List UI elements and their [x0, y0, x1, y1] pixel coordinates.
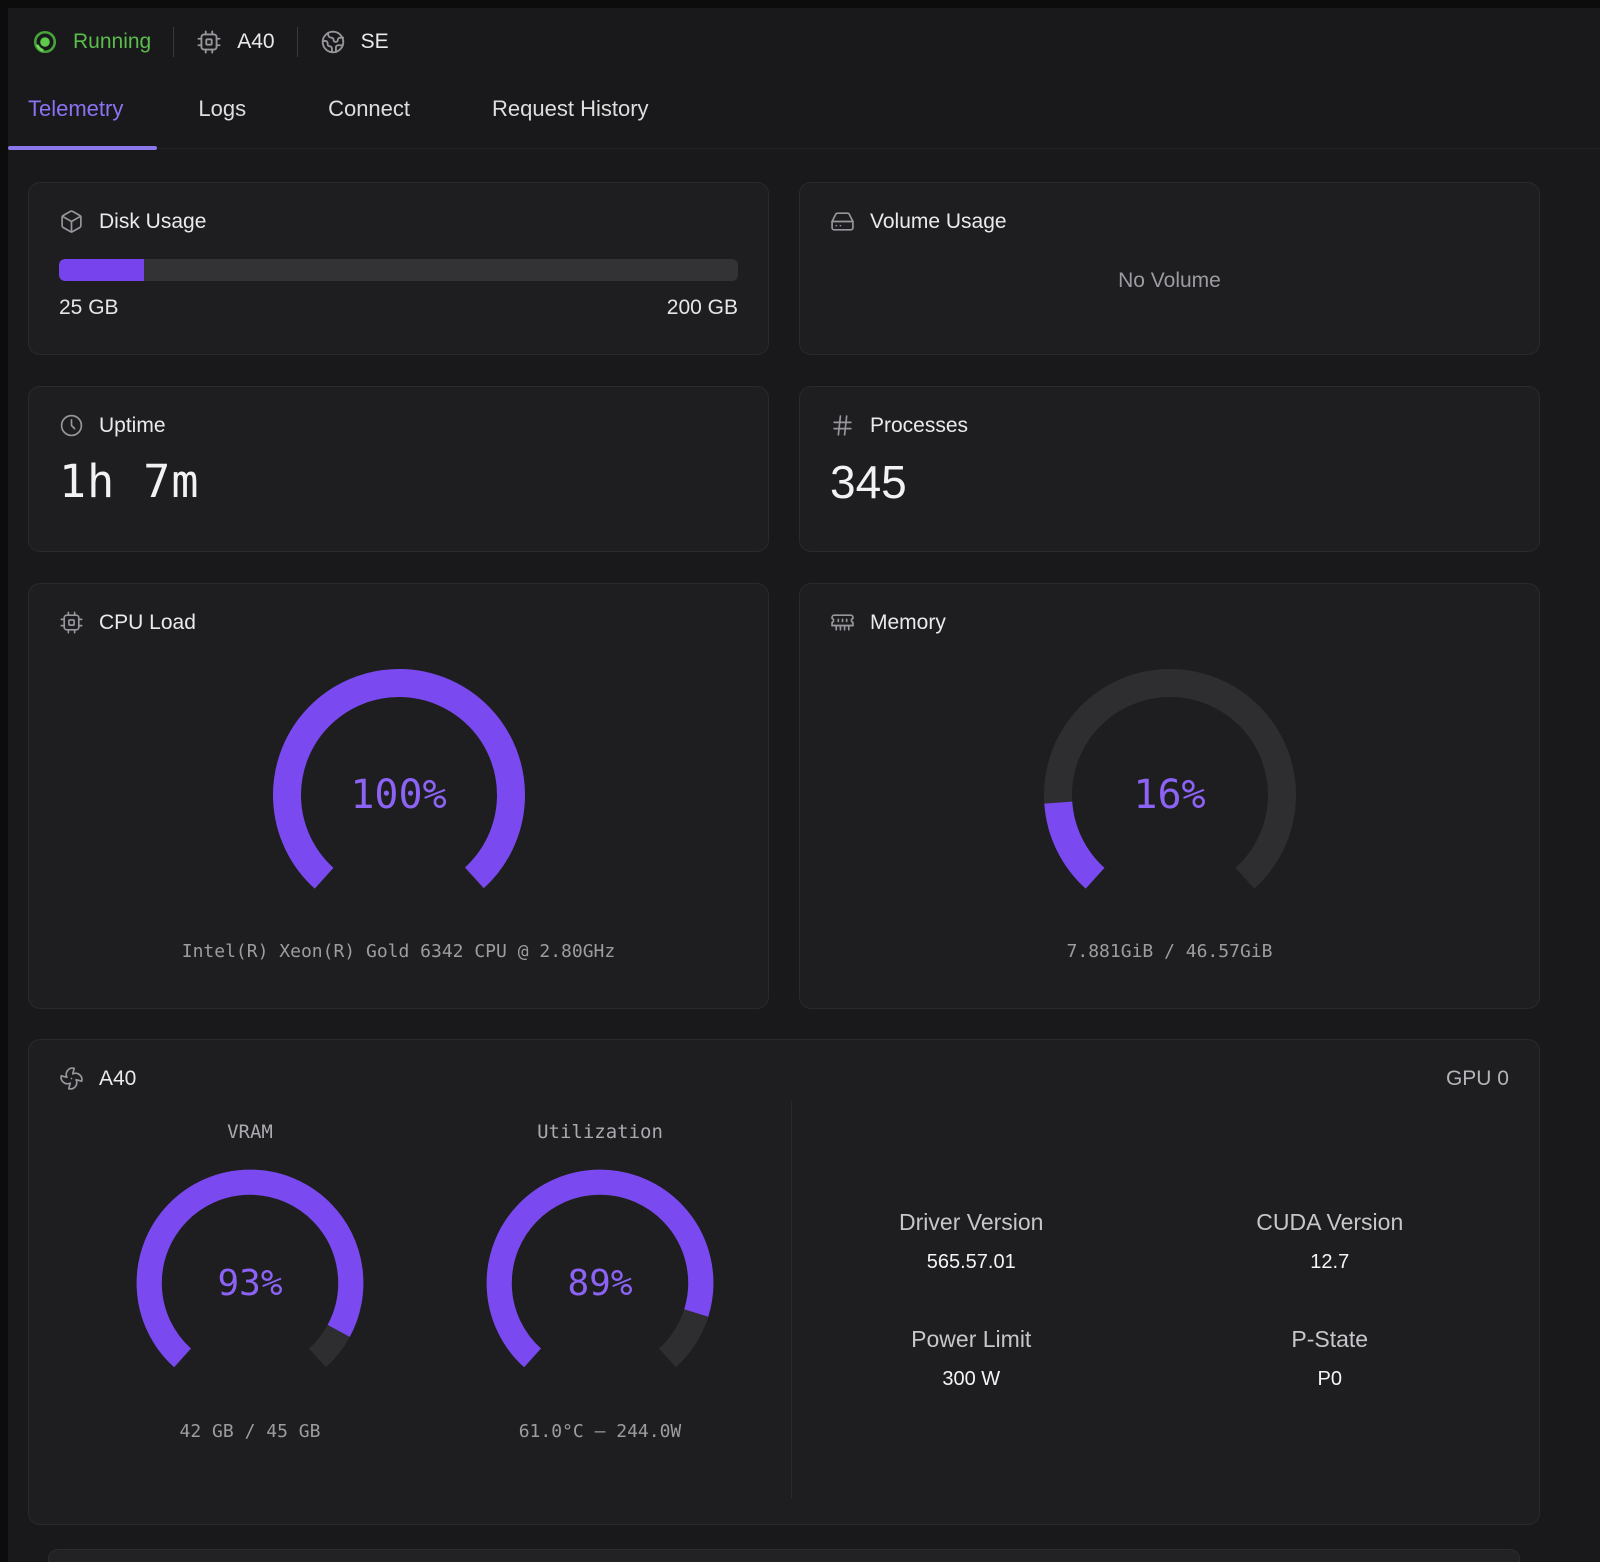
uptime-value: 1h 7m: [59, 455, 200, 508]
region-chip: SE: [320, 29, 389, 55]
gpu-type-chip: A40: [196, 29, 275, 55]
cpu-load-title: CPU Load: [99, 610, 196, 634]
cuda-version-label: CUDA Version: [1256, 1208, 1404, 1235]
vram-gauge-block: VRAM 93% 42 GB / 45 GB: [110, 1121, 390, 1498]
clock-icon: [59, 413, 84, 438]
cpu-chip-icon: [196, 29, 222, 55]
cpu-load-card: CPU Load 100% Intel(R) Xeon(R) Gold 6342…: [28, 583, 769, 1009]
running-status-icon: [32, 29, 58, 55]
vram-label: VRAM: [227, 1121, 273, 1143]
region-label: SE: [360, 30, 389, 53]
divider: [296, 27, 298, 57]
vram-gauge: 93%: [124, 1157, 376, 1409]
gpu-index-badge: GPU 0: [1445, 1066, 1509, 1090]
cuda-version-cell: CUDA Version 12.7: [1151, 1209, 1510, 1274]
tab-bar: Telemetry Logs Connect Request History: [8, 96, 1600, 150]
fan-icon: [59, 1066, 84, 1091]
p-state-label: P-State: [1291, 1325, 1369, 1352]
cpu-load-gauge: 100%: [259, 655, 539, 935]
disk-usage-bar-fill: [59, 259, 144, 281]
processes-card: Processes 345: [799, 386, 1540, 552]
uptime-title: Uptime: [99, 413, 166, 437]
p-state-cell: P-State P0: [1151, 1326, 1510, 1391]
cuda-version-value: 12.7: [1310, 1250, 1350, 1273]
disk-box-icon: [59, 209, 84, 234]
driver-version-cell: Driver Version 565.57.01: [792, 1209, 1151, 1274]
hard-drive-icon: [830, 209, 855, 234]
disk-used-label: 25 GB: [59, 296, 119, 319]
status-label: Running: [73, 30, 152, 53]
next-card-top-edge: [48, 1549, 1520, 1562]
vram-usage-text: 42 GB / 45 GB: [179, 1421, 321, 1442]
disk-total-label: 200 GB: [666, 296, 738, 319]
memory-card: Memory 16% 7.881GiB / 46.57GiB: [799, 583, 1540, 1009]
power-limit-value: 300 W: [942, 1367, 1001, 1390]
disk-usage-bar: [59, 259, 738, 281]
uptime-card: Uptime 1h 7m: [28, 386, 769, 552]
tab-connect[interactable]: Connect: [328, 96, 411, 121]
tab-request-history[interactable]: Request History: [492, 96, 649, 121]
utilization-gauge-block: Utilization 89% 61.0°C – 244.0W: [460, 1121, 740, 1498]
cpu-chip-icon: [59, 610, 84, 635]
p-state-value: P0: [1317, 1367, 1342, 1390]
memory-gauge: 16%: [1030, 655, 1310, 935]
tab-telemetry[interactable]: Telemetry: [8, 96, 158, 150]
telemetry-page: Running A40 SE: [8, 8, 1600, 1562]
vram-percent: 93%: [217, 1262, 283, 1304]
power-limit-label: Power Limit: [911, 1325, 1032, 1352]
power-limit-cell: Power Limit 300 W: [792, 1326, 1151, 1391]
gpu-name: A40: [99, 1066, 137, 1090]
hash-icon: [830, 413, 855, 438]
processes-title: Processes: [870, 413, 969, 437]
globe-icon: [320, 29, 346, 55]
status-bar: Running A40 SE: [8, 8, 1600, 60]
cpu-model-text: Intel(R) Xeon(R) Gold 6342 CPU @ 2.80GHz: [181, 941, 616, 962]
volume-usage-card: Volume Usage No Volume: [799, 182, 1540, 355]
utilization-label: Utilization: [537, 1121, 663, 1143]
utilization-gauge: 89%: [474, 1157, 726, 1409]
divider: [173, 27, 175, 57]
temp-power-text: 61.0°C – 244.0W: [518, 1421, 682, 1442]
memory-stick-icon: [830, 610, 855, 635]
memory-title: Memory: [870, 610, 946, 634]
processes-value: 345: [830, 456, 907, 508]
memory-percent: 16%: [1133, 772, 1206, 818]
no-volume-text: No Volume: [1118, 269, 1221, 292]
utilization-percent: 89%: [567, 1262, 633, 1304]
driver-version-label: Driver Version: [899, 1208, 1044, 1235]
cpu-load-percent: 100%: [350, 772, 447, 818]
gpu-info-panel: Driver Version 565.57.01 CUDA Version 12…: [791, 1101, 1509, 1498]
volume-usage-title: Volume Usage: [870, 209, 1007, 233]
disk-usage-title: Disk Usage: [99, 209, 207, 233]
memory-usage-text: 7.881GiB / 46.57GiB: [1066, 941, 1273, 962]
instance-status: Running: [32, 29, 151, 55]
gpu-card: A40 GPU 0 VRAM 93% 42 GB / 45 GB Utiliza…: [28, 1039, 1540, 1525]
disk-usage-card: Disk Usage 25 GB 200 GB: [28, 182, 769, 355]
gpu-type-label: A40: [237, 30, 275, 53]
tab-logs[interactable]: Logs: [198, 96, 247, 121]
telemetry-grid: Disk Usage 25 GB 200 GB: [8, 149, 1600, 1562]
driver-version-value: 565.57.01: [926, 1250, 1016, 1273]
